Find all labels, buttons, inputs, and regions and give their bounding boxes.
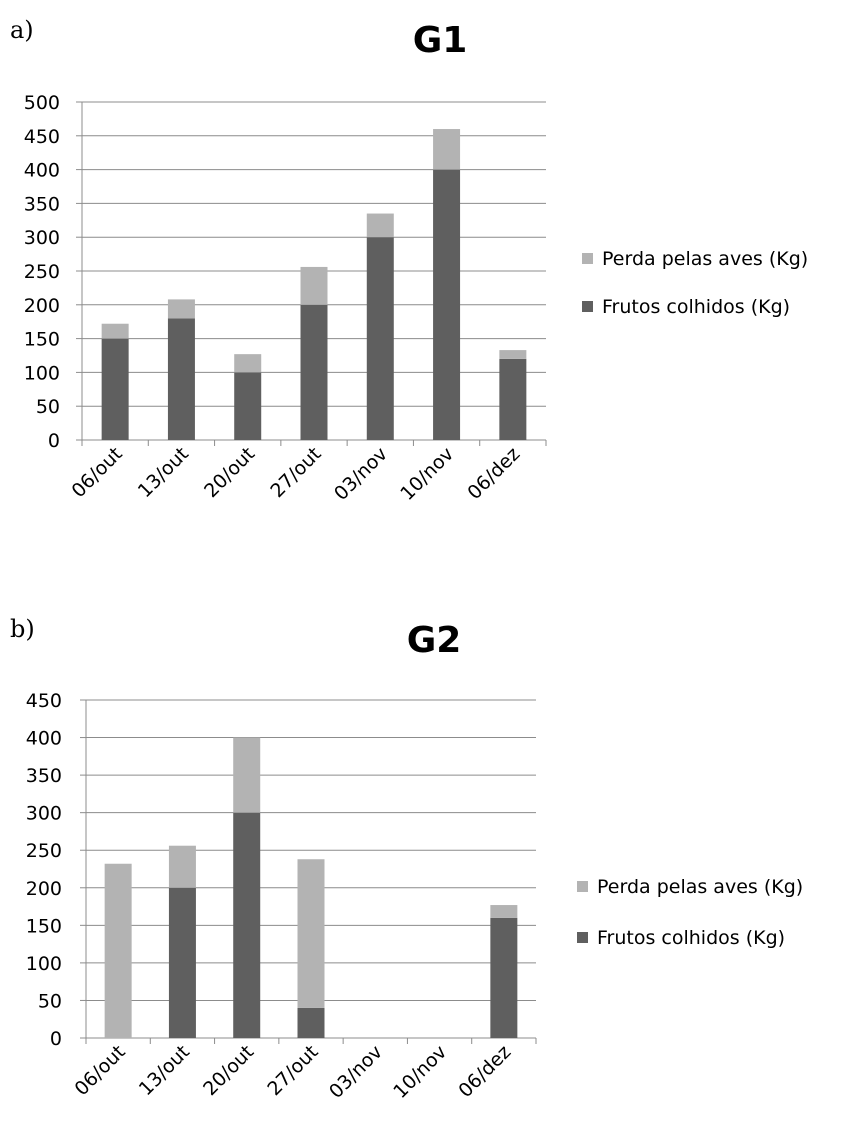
y-tick-label: 350 <box>24 193 60 215</box>
y-tick-label: 250 <box>24 261 60 283</box>
bar-frutos-colhidos <box>167 318 195 440</box>
y-tick-label: 50 <box>36 396 60 418</box>
bar-frutos-colhidos <box>233 812 261 1038</box>
bar-perda-pelas-aves <box>433 129 461 170</box>
chart-g1: a) G1 0 50 100 150 200 250 300 350 400 450 500 06/out… <box>10 16 808 505</box>
legend-swatch <box>577 932 588 943</box>
legend-swatch <box>582 253 593 264</box>
y-tick-label: 350 <box>26 765 62 787</box>
y-tick-label: 450 <box>26 690 62 712</box>
bar-perda-pelas-aves <box>233 737 261 813</box>
legend-label: Frutos colhidos (Kg) <box>597 927 785 949</box>
x-tick-label: 03/nov <box>325 1041 387 1103</box>
y-tick-label: 400 <box>24 160 60 182</box>
bar-perda-pelas-aves <box>104 863 132 1038</box>
chart-title: G1 <box>413 20 468 61</box>
x-tick-label: 20/out <box>200 443 259 502</box>
x-tick-label: 20/out <box>199 1041 258 1100</box>
y-tick-label: 100 <box>26 953 62 975</box>
legend-label: Perda pelas aves (Kg) <box>602 248 808 270</box>
bar-frutos-colhidos <box>499 358 527 440</box>
y-tick-label: 300 <box>26 803 62 825</box>
bar-frutos-colhidos <box>490 917 518 1038</box>
chart-g2: b) G2 0 50 100 150 200 250 300 350 400 450 06/out 13/… <box>10 615 803 1103</box>
y-tick-label: 400 <box>26 728 62 750</box>
chart-title: G2 <box>407 620 462 661</box>
y-tick-label: 150 <box>26 915 62 937</box>
legend-label: Frutos colhidos (Kg) <box>602 296 790 318</box>
y-tick-label: 150 <box>24 329 60 351</box>
bar-frutos-colhidos <box>433 169 461 440</box>
bar-perda-pelas-aves <box>490 905 518 918</box>
y-tick-label: 200 <box>24 295 60 317</box>
y-tick-label: 250 <box>26 840 62 862</box>
bar-frutos-colhidos <box>297 1007 325 1038</box>
x-tick-label: 06/out <box>70 1041 129 1100</box>
legend-swatch <box>582 301 593 312</box>
bar-frutos-colhidos <box>101 338 129 440</box>
panel-label: b) <box>10 615 35 643</box>
y-tick-label: 300 <box>24 227 60 249</box>
bar-perda-pelas-aves <box>234 354 262 373</box>
x-tick-label: 13/out <box>134 443 193 502</box>
y-tick-label: 0 <box>50 1028 62 1050</box>
bar-frutos-colhidos <box>366 237 394 440</box>
bar-frutos-colhidos <box>300 304 328 440</box>
x-tick-label: 03/nov <box>330 443 392 505</box>
y-tick-label: 50 <box>38 990 62 1012</box>
panel-label: a) <box>10 16 34 44</box>
y-tick-label: 200 <box>26 878 62 900</box>
legend-label: Perda pelas aves (Kg) <box>597 876 803 898</box>
x-tick-label: 06/dez <box>463 443 524 504</box>
bar-perda-pelas-aves <box>300 266 328 305</box>
x-tick-label: 06/out <box>67 443 126 502</box>
y-tick-label: 100 <box>24 362 60 384</box>
y-tick-label: 450 <box>24 126 60 148</box>
y-tick-label: 0 <box>48 430 60 452</box>
x-tick-label: 10/nov <box>389 1041 451 1103</box>
bar-perda-pelas-aves <box>101 323 129 339</box>
legend-swatch <box>577 881 588 892</box>
x-tick-label: 27/out <box>263 1041 322 1100</box>
x-tick-label: 27/out <box>266 443 325 502</box>
x-tick-label: 13/out <box>135 1041 194 1100</box>
y-tick-label: 500 <box>24 92 60 114</box>
bar-perda-pelas-aves <box>168 845 196 888</box>
x-tick-label: 10/nov <box>396 443 458 505</box>
bar-frutos-colhidos <box>234 372 262 440</box>
bar-perda-pelas-aves <box>297 859 325 1008</box>
bar-perda-pelas-aves <box>499 350 527 359</box>
x-tick-label: 06/dez <box>454 1041 515 1102</box>
bar-perda-pelas-aves <box>167 299 195 319</box>
bar-perda-pelas-aves <box>366 213 394 238</box>
bar-frutos-colhidos <box>168 887 196 1038</box>
